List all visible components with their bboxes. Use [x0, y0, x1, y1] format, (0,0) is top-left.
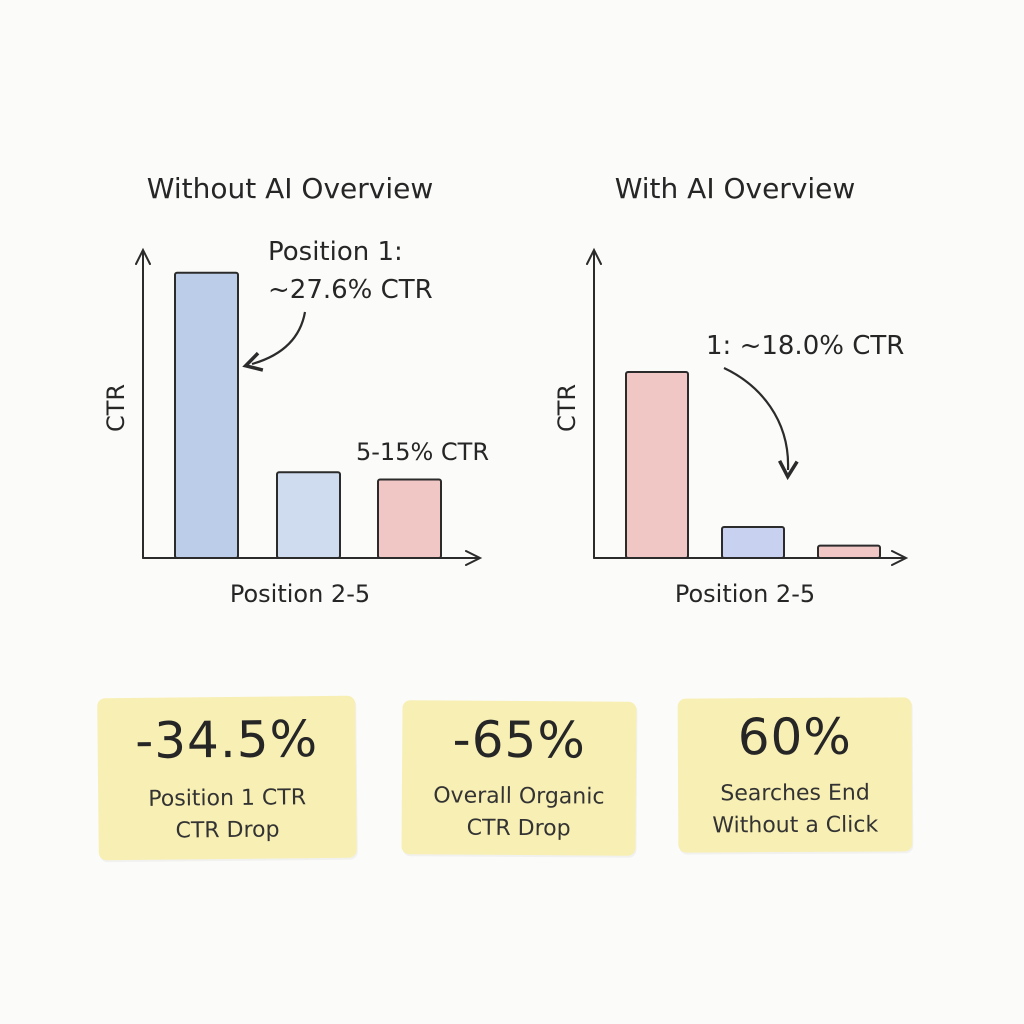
bars-right — [625, 371, 881, 559]
y-axis-label-right: CTR — [553, 384, 581, 432]
stat-value: -34.5% — [134, 710, 319, 770]
charts-canvas: Without AI Overview CTR Position 2-5 Pos… — [102, 172, 909, 608]
annotation-arrow-left — [242, 311, 307, 372]
bars-left — [174, 271, 442, 560]
chart-title-left: Without AI Overview — [147, 172, 433, 205]
chart-with-ai-overview: With AI Overview CTR Position 2-5 1: ~18… — [553, 172, 909, 608]
bar-left-2 — [276, 471, 341, 560]
x-axis-label-right: Position 2-5 — [675, 580, 815, 608]
y-axis-right — [586, 247, 602, 559]
chart-title-right: With AI Overview — [615, 172, 856, 205]
stat-card-zero-click: 60% Searches End Without a Click — [677, 697, 913, 853]
annotation-position1-label: Position 1: — [268, 237, 403, 267]
stat-label: Searches End Without a Click — [712, 780, 879, 839]
annotation-position1-value: ~27.6% CTR — [268, 275, 433, 305]
chart-without-ai-overview: Without AI Overview CTR Position 2-5 Pos… — [102, 172, 489, 608]
stat-card-position1-drop: -34.5% Position 1 CTR CTR Drop — [97, 695, 357, 861]
bar-right-3 — [817, 544, 881, 559]
annotation-range-label: 5-15% CTR — [356, 438, 489, 466]
stat-label: Overall Organic CTR Drop — [433, 783, 605, 842]
bar-left-1 — [174, 271, 239, 559]
stat-label: Position 1 CTR CTR Drop — [148, 785, 307, 844]
bar-right-2 — [721, 526, 785, 559]
stat-card-organic-drop: -65% Overall Organic CTR Drop — [401, 700, 637, 856]
bar-right-1 — [625, 371, 689, 559]
annotation-position1-right: 1: ~18.0% CTR — [706, 331, 904, 361]
annotation-arrow-right — [723, 367, 799, 481]
stat-value: 60% — [737, 707, 853, 767]
bar-left-3 — [377, 478, 442, 560]
y-axis-label-left: CTR — [102, 384, 130, 432]
stat-value: -65% — [452, 710, 587, 770]
x-axis-label-left: Position 2-5 — [230, 580, 370, 608]
y-axis-left — [135, 247, 151, 559]
